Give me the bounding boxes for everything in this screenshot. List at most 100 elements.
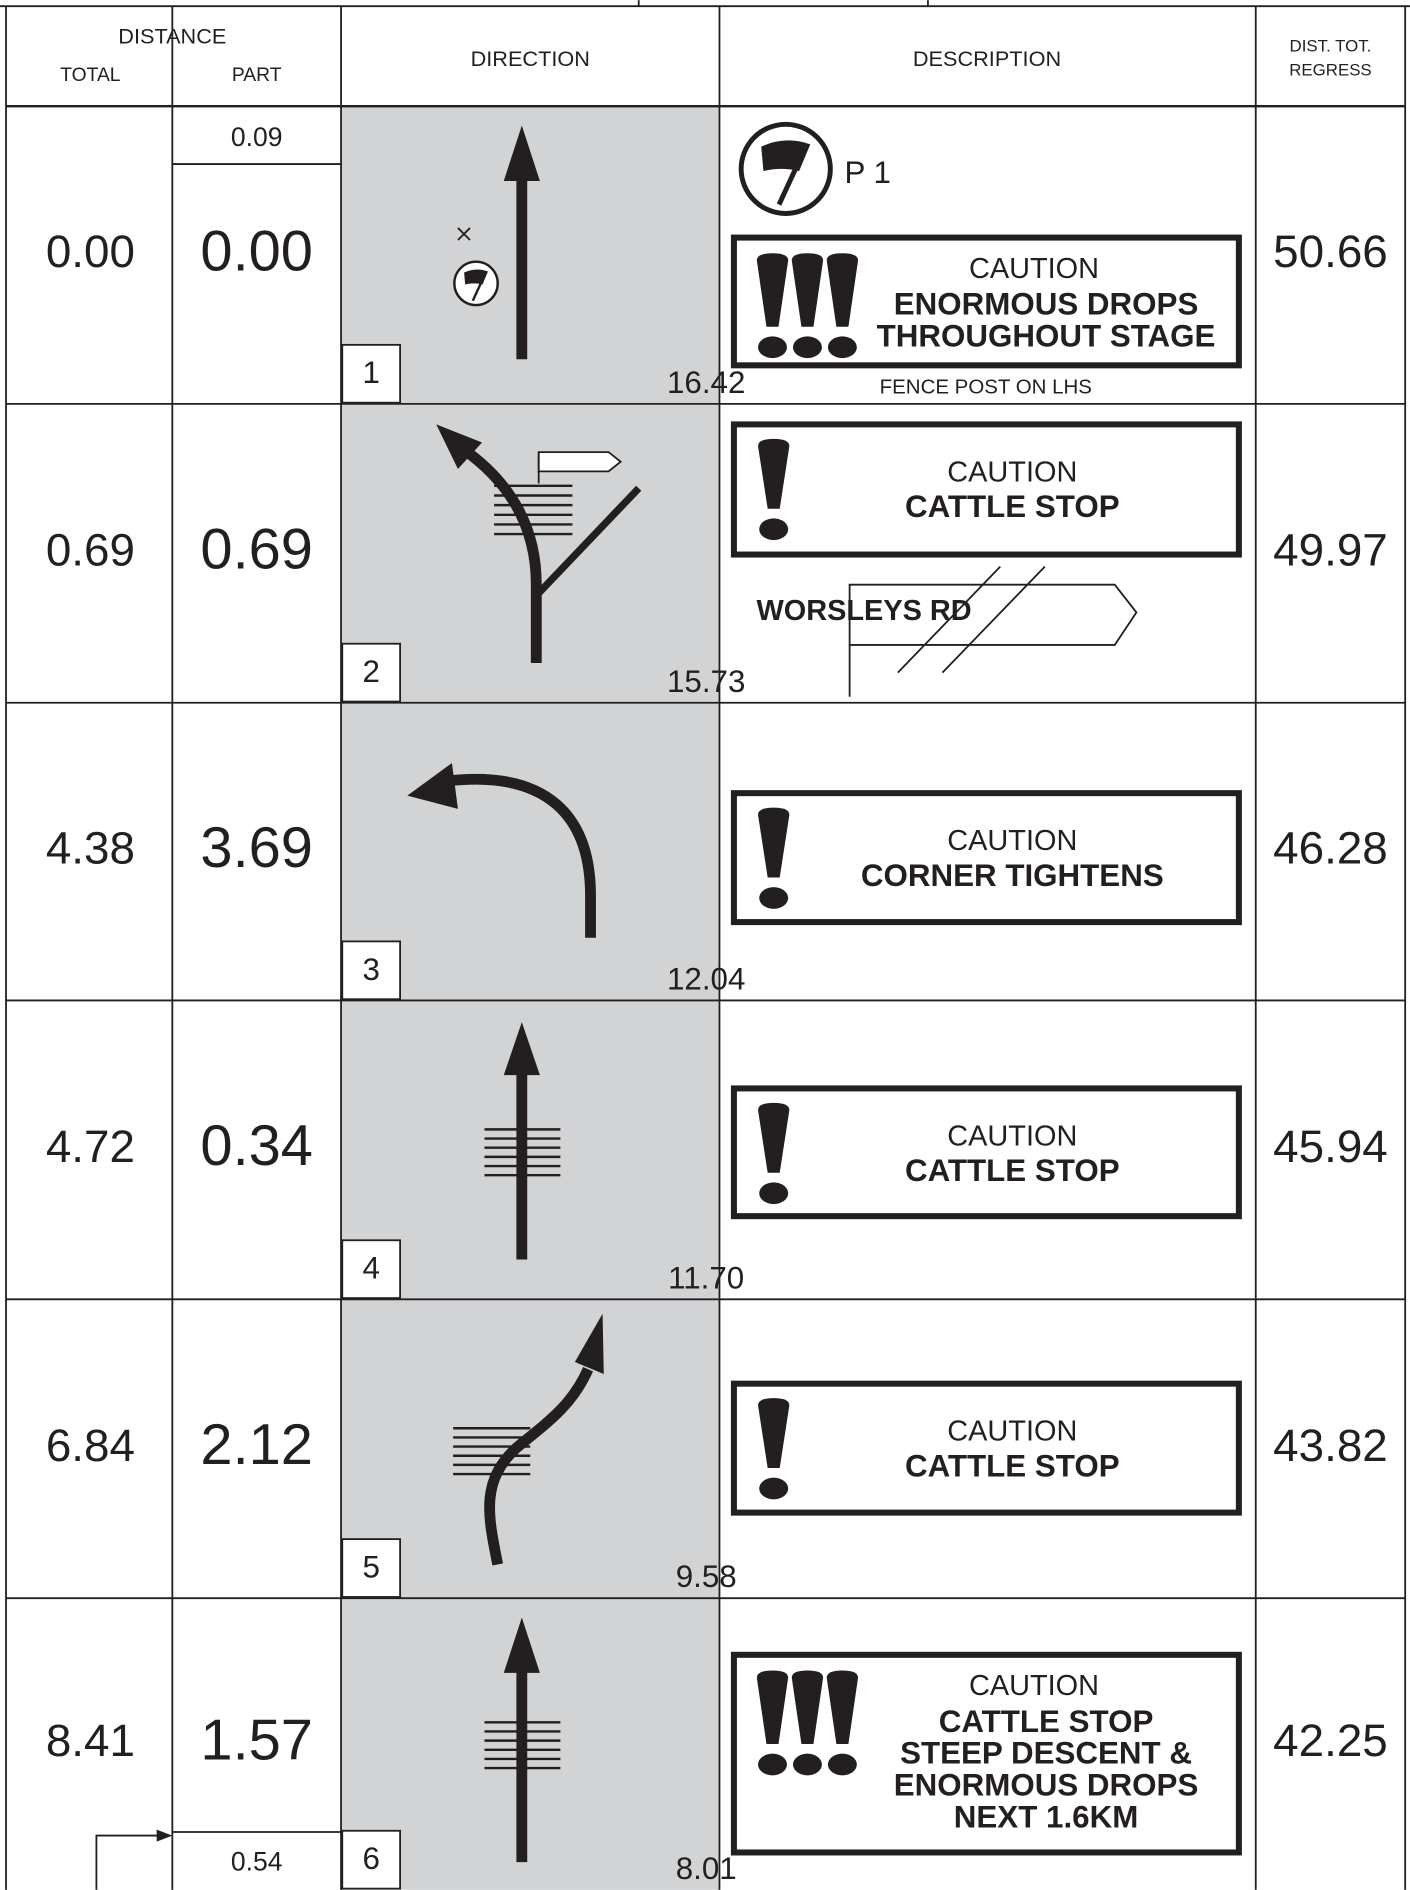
caution-detail: CATTLE STOP xyxy=(905,1448,1120,1483)
total: 0.69 xyxy=(46,524,135,575)
number-box xyxy=(341,1829,402,1890)
arrow-head xyxy=(503,1022,540,1076)
number-box xyxy=(341,1538,402,1598)
number-box xyxy=(341,1239,402,1300)
flag-pole xyxy=(776,145,809,206)
caution-box xyxy=(730,790,1242,926)
exclamation xyxy=(758,438,790,509)
exclamation-dot xyxy=(759,1182,789,1205)
exclamation xyxy=(758,1102,790,1173)
header-direction: DIRECTION xyxy=(471,46,590,71)
number: 4 xyxy=(362,1251,379,1286)
caution: CAUTION xyxy=(969,253,1099,285)
arrow-head xyxy=(436,424,483,469)
header-regress: DIST. TOT. xyxy=(1290,37,1372,56)
part: 3.69 xyxy=(200,816,313,880)
number: 6 xyxy=(362,1841,379,1876)
distance: 12.04 xyxy=(667,961,745,996)
total: 8.41 xyxy=(46,1715,135,1766)
header-total: TOTAL xyxy=(60,65,121,86)
exclamation xyxy=(756,253,789,327)
exclamation xyxy=(791,253,824,327)
total: 0.00 xyxy=(46,226,135,277)
caution-detail: THROUGHOUT STAGE xyxy=(877,318,1216,353)
caution: CAUTION xyxy=(947,1120,1077,1152)
arrow-head xyxy=(156,1829,173,1842)
flag-pole xyxy=(471,272,487,302)
route xyxy=(484,1366,594,1566)
exclamation-dot xyxy=(827,1753,857,1776)
part-top: 0.09 xyxy=(231,122,283,152)
total: 4.38 xyxy=(46,823,135,874)
caution: CAUTION xyxy=(947,456,1077,488)
caution-detail: ENORMOUS DROPS xyxy=(894,1768,1199,1803)
part: 0.69 xyxy=(200,518,313,582)
caution: CAUTION xyxy=(969,1670,1099,1702)
exclamation xyxy=(756,1670,789,1744)
exclamation-dot xyxy=(759,887,789,909)
branch xyxy=(536,485,642,596)
distance: 9.58 xyxy=(676,1559,737,1594)
part: 2.12 xyxy=(200,1413,313,1477)
total: 4.72 xyxy=(46,1121,135,1172)
part: 0.00 xyxy=(200,219,313,283)
direction-cell xyxy=(341,1299,720,1599)
number: 5 xyxy=(362,1550,379,1585)
number-box xyxy=(341,642,402,703)
distance: 15.73 xyxy=(667,664,745,699)
part: 1.57 xyxy=(200,1708,313,1772)
carry-arrow xyxy=(95,1834,163,1890)
exclamation-dot xyxy=(759,1477,789,1500)
number: 1 xyxy=(362,355,379,390)
regress: 43.82 xyxy=(1273,1420,1388,1471)
exclamation xyxy=(758,1398,790,1469)
header-part: PART xyxy=(232,65,282,86)
strike xyxy=(897,565,1046,674)
exclamation xyxy=(758,807,790,878)
caution: CAUTION xyxy=(947,1416,1077,1448)
regress: 49.97 xyxy=(1273,524,1388,575)
caution: CAUTION xyxy=(947,825,1077,857)
caution-box xyxy=(730,1085,1242,1220)
distance: 16.42 xyxy=(667,365,745,400)
number-box xyxy=(341,940,402,1001)
header-regress: REGRESS xyxy=(1289,61,1371,80)
regress: 46.28 xyxy=(1273,823,1388,874)
caution-detail: NEXT 1.6KM xyxy=(954,1800,1139,1835)
caution-box xyxy=(730,421,1242,558)
caution-box xyxy=(730,1380,1242,1516)
route xyxy=(460,445,542,663)
distance: 8.01 xyxy=(676,1851,737,1886)
arrow-head xyxy=(503,1617,540,1673)
note: FENCE POST ON LHS xyxy=(880,376,1092,399)
exclamation-dot xyxy=(759,518,789,541)
regress: 42.25 xyxy=(1273,1715,1388,1766)
caution-detail: CATTLE STOP xyxy=(939,1704,1154,1739)
caution-detail: ENORMOUS DROPS xyxy=(894,287,1199,322)
exclamation-dot xyxy=(827,336,857,359)
caution-detail: CORNER TIGHTENS xyxy=(861,858,1164,893)
header-description: DESCRIPTION xyxy=(913,46,1061,71)
part-bottom: 0.54 xyxy=(231,1846,283,1876)
exclamation-dot xyxy=(792,336,822,359)
arrow-head xyxy=(407,763,458,809)
number: 3 xyxy=(362,952,379,987)
exclamation xyxy=(826,253,859,327)
road-sign xyxy=(848,583,1138,646)
caution-detail: STEEP DESCENT & xyxy=(900,1736,1192,1771)
distance: 11.70 xyxy=(668,1260,744,1295)
route xyxy=(445,773,596,938)
part: 0.34 xyxy=(200,1114,313,1178)
sign-name: WORSLEYS RD xyxy=(756,595,971,627)
number-box xyxy=(341,343,402,404)
exclamation-dot xyxy=(792,1753,822,1776)
point: P 1 xyxy=(844,155,890,190)
caution-detail: CATTLE STOP xyxy=(905,1153,1120,1188)
exclamation-dot xyxy=(758,1753,787,1776)
arrow-head xyxy=(574,1313,604,1375)
caution-detail: CATTLE STOP xyxy=(905,489,1120,524)
sign-flag xyxy=(537,451,623,473)
regress: 45.94 xyxy=(1273,1121,1388,1172)
